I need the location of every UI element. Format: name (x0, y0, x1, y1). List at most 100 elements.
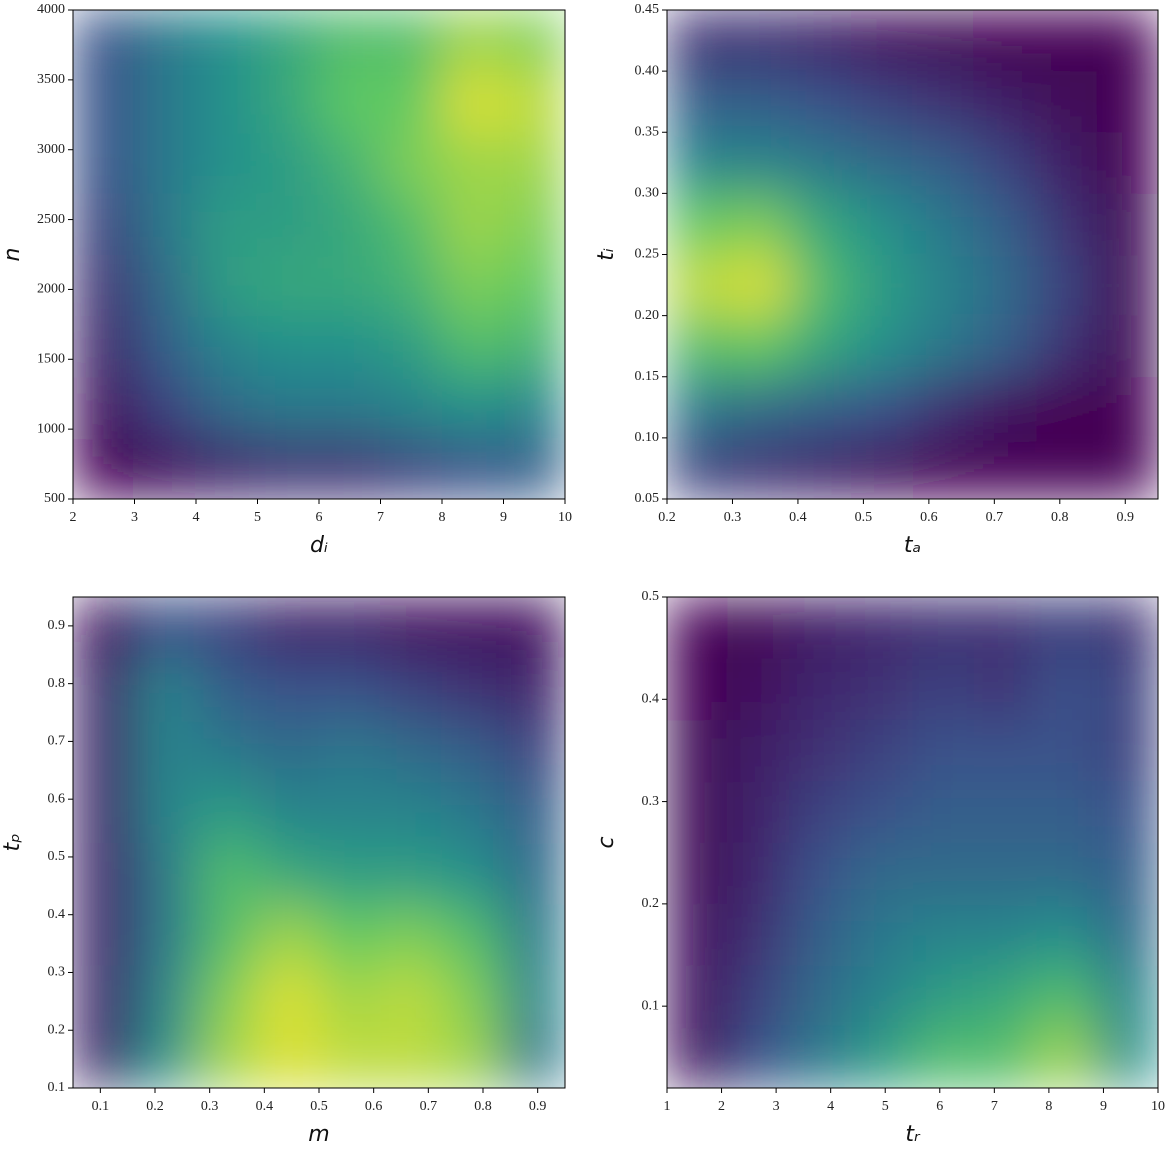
heat-cell (503, 719, 565, 782)
y-tick-label: 0.40 (635, 63, 660, 78)
heat-cell (257, 657, 320, 721)
heat-cell (912, 1026, 975, 1088)
heat-cell (789, 192, 852, 255)
heat-cell (1034, 10, 1098, 72)
heat-cell (380, 903, 443, 966)
x-tick-label: 0.4 (789, 510, 807, 525)
heat-cell (318, 192, 381, 255)
heat-cell (973, 10, 1036, 72)
y-tick-label: 3500 (37, 72, 65, 87)
y-tick-label: 0.25 (635, 247, 660, 262)
heat-cell (973, 131, 1036, 194)
x-tick-label: 1 (664, 1099, 671, 1114)
heat-cell (850, 10, 913, 72)
heat-cell (195, 780, 258, 843)
x-tick-label: 0.2 (146, 1099, 164, 1114)
heat-cell (503, 842, 565, 905)
heat-cell (441, 254, 504, 317)
y-tick-label: 0.15 (635, 369, 660, 384)
x-tick-label: 3 (773, 1099, 780, 1114)
x-tick-label: 0.8 (1051, 510, 1069, 525)
heat-cell (789, 437, 852, 499)
heat-cell (195, 192, 258, 255)
x-axis-label: tₐ (904, 533, 921, 558)
heat-cell (912, 376, 975, 439)
heat-cell (727, 192, 791, 255)
heat-cell (727, 131, 791, 194)
heat-cell (318, 780, 381, 843)
heatmap (73, 597, 565, 1088)
heat-cell (134, 315, 197, 378)
heat-cell (134, 597, 197, 659)
heat-cell (257, 131, 320, 194)
heat-cell (73, 964, 135, 1028)
heat-cell (1096, 1026, 1158, 1088)
heat-cell (973, 780, 1036, 843)
y-tick-label: 0.35 (635, 124, 660, 139)
heat-cell (973, 719, 1036, 782)
heat-cell (195, 315, 258, 378)
heat-cell (380, 780, 443, 843)
panel: 1 2 3 4 5 6 7 8 9 10 0.1 0.2 0.3 0.4 0.5 tᵣ c (594, 589, 1165, 1147)
heat-cell (318, 70, 381, 133)
y-tick-label: 0.6 (48, 791, 66, 806)
heat-cell (1096, 131, 1158, 194)
heat-cell (441, 1026, 504, 1088)
heat-cell (318, 437, 381, 499)
x-tick-label: 0.8 (474, 1099, 492, 1114)
heat-cell (973, 903, 1036, 966)
heat-cell (1034, 192, 1098, 255)
heat-cell (318, 842, 381, 905)
y-tick-label: 1000 (37, 421, 65, 436)
heat-cell (789, 964, 852, 1028)
heat-cell (318, 657, 381, 721)
heat-cell (912, 70, 975, 133)
heat-cell (667, 192, 729, 255)
heat-cell (667, 657, 729, 721)
heat-cell (441, 192, 504, 255)
heat-cell (850, 376, 913, 439)
heat-cell (973, 437, 1036, 499)
heat-cell (667, 597, 729, 659)
y-axis-label: c (594, 836, 619, 848)
heat-cell (503, 192, 565, 255)
y-tick-label: 0.4 (48, 907, 66, 922)
heat-cell (727, 254, 791, 317)
heat-cell (503, 780, 565, 843)
heat-cell (73, 597, 135, 659)
heat-cell (1096, 254, 1158, 317)
heat-cell (441, 10, 504, 72)
heat-cell (195, 254, 258, 317)
heat-cell (441, 842, 504, 905)
heat-cell (1034, 597, 1098, 659)
heat-cell (850, 131, 913, 194)
y-tick-label: 0.1 (48, 1080, 66, 1095)
y-tick-label: 500 (44, 491, 65, 506)
heat-cell (441, 70, 504, 133)
x-tick-label: 0.3 (724, 510, 742, 525)
heat-cell (257, 10, 320, 72)
heat-cell (195, 657, 258, 721)
heat-cell (257, 192, 320, 255)
heat-cell (789, 70, 852, 133)
heat-cell (789, 254, 852, 317)
heat-cell (257, 780, 320, 843)
heat-cell (73, 780, 135, 843)
heat-cell (195, 70, 258, 133)
x-tick-label: 0.1 (92, 1099, 110, 1114)
heat-cell (1034, 657, 1098, 721)
heat-cell (912, 192, 975, 255)
y-tick-label: 0.05 (635, 491, 660, 506)
heat-cell (727, 964, 791, 1028)
heat-cell (73, 719, 135, 782)
heat-cell (73, 842, 135, 905)
heat-cell (727, 780, 791, 843)
heat-cell (195, 376, 258, 439)
heat-cell (727, 1026, 791, 1088)
heat-cell (73, 10, 135, 72)
heat-cell (789, 10, 852, 72)
heat-cell (73, 376, 135, 439)
heat-cell (912, 437, 975, 499)
heat-cell (1034, 315, 1098, 378)
heat-cell (441, 903, 504, 966)
